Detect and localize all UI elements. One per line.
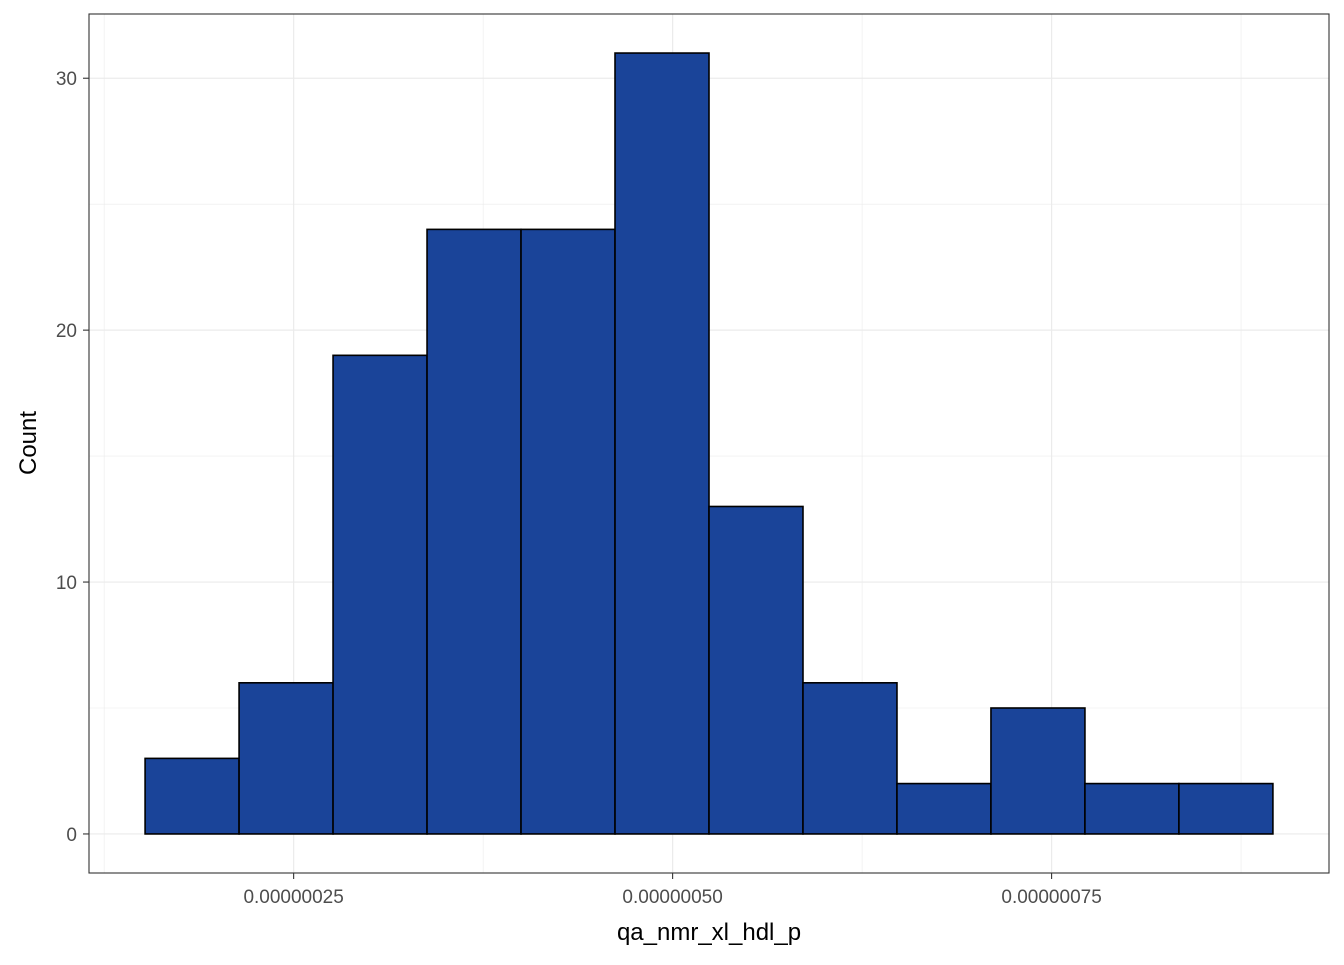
y-tick-label: 20 — [56, 321, 77, 342]
histogram-bar — [520, 228, 616, 835]
histogram-bar — [896, 782, 992, 835]
x-tick-label: 0.00000050 — [622, 887, 722, 908]
bars — [144, 52, 1274, 835]
histogram-bar — [614, 52, 710, 835]
histogram-bar — [990, 707, 1086, 835]
histogram-bar — [332, 354, 428, 835]
x-axis-title: qa_nmr_xl_hdl_p — [617, 919, 801, 946]
y-tick-label: 0 — [66, 825, 77, 846]
histogram-bar — [1084, 782, 1180, 835]
x-tick-label: 0.00000075 — [1001, 887, 1101, 908]
histogram-bar — [1178, 782, 1274, 835]
histogram-bar — [708, 505, 804, 835]
axis-ticks: 0.00000025 0.00000050 0.00000075 0 10 20 30 — [56, 69, 1102, 908]
panel-border — [88, 13, 1330, 874]
y-tick-label: 30 — [56, 69, 77, 90]
histogram-bar — [426, 228, 522, 835]
y-axis-title: Count — [15, 411, 42, 475]
histogram-bar — [238, 682, 334, 835]
y-tick-label: 10 — [56, 573, 77, 594]
histogram-bar — [144, 757, 240, 835]
x-tick-label: 0.00000025 — [243, 887, 343, 908]
histogram-bar — [802, 682, 898, 835]
